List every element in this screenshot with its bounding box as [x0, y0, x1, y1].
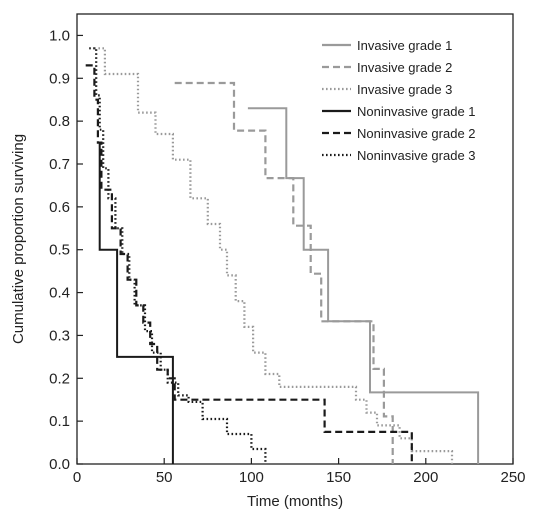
y-tick-label: 0.7 — [49, 156, 70, 173]
x-tick-label: 200 — [413, 469, 438, 486]
x-ticks: 0 50 100 150 200 250 — [73, 458, 526, 486]
series-line-2 — [174, 81, 394, 464]
y-tick-label: 0.3 — [49, 327, 70, 344]
legend-label: Invasive grade 1 — [357, 38, 452, 53]
legend-label: Noninvasive grade 1 — [357, 104, 476, 119]
y-tick-label: 0.1 — [49, 413, 70, 430]
x-tick-label: 150 — [326, 469, 351, 486]
series-line-1 — [247, 107, 480, 464]
y-tick-label: 0.0 — [49, 456, 70, 473]
x-tick-label: 0 — [73, 469, 81, 486]
y-tick-label: 0.2 — [49, 370, 70, 387]
legend-label: Invasive grade 3 — [357, 82, 452, 97]
legend: Invasive grade 1 Invasive grade 2 Invasive… — [322, 38, 476, 163]
plot-frame — [76, 13, 514, 465]
x-tick-label: 50 — [156, 469, 173, 486]
y-ticks: 0.0 0.1 0.2 0.3 0.4 0.5 0.6 0.7 0.8 0.9 1.0 — [49, 27, 83, 473]
y-axis-label: Cumulative proportion surviving — [10, 134, 27, 344]
legend-label: Noninvasive grade 3 — [357, 148, 476, 163]
y-tick-label: 0.8 — [49, 113, 70, 130]
legend-label: Noninvasive grade 2 — [357, 126, 476, 141]
y-tick-label: 0.4 — [49, 285, 70, 302]
x-axis-label: Time (months) — [247, 493, 343, 510]
y-tick-label: 0.9 — [49, 70, 70, 87]
x-tick-label: 100 — [239, 469, 264, 486]
series-line-4 — [98, 142, 174, 464]
series-lines — [85, 47, 480, 464]
y-tick-label: 0.6 — [49, 199, 70, 216]
series-line-3 — [94, 47, 454, 464]
y-tick-label: 1.0 — [49, 27, 70, 44]
series-line-6 — [89, 47, 267, 464]
legend-label: Invasive grade 2 — [357, 60, 452, 75]
x-tick-label: 250 — [500, 469, 525, 486]
y-tick-label: 0.5 — [49, 242, 70, 259]
